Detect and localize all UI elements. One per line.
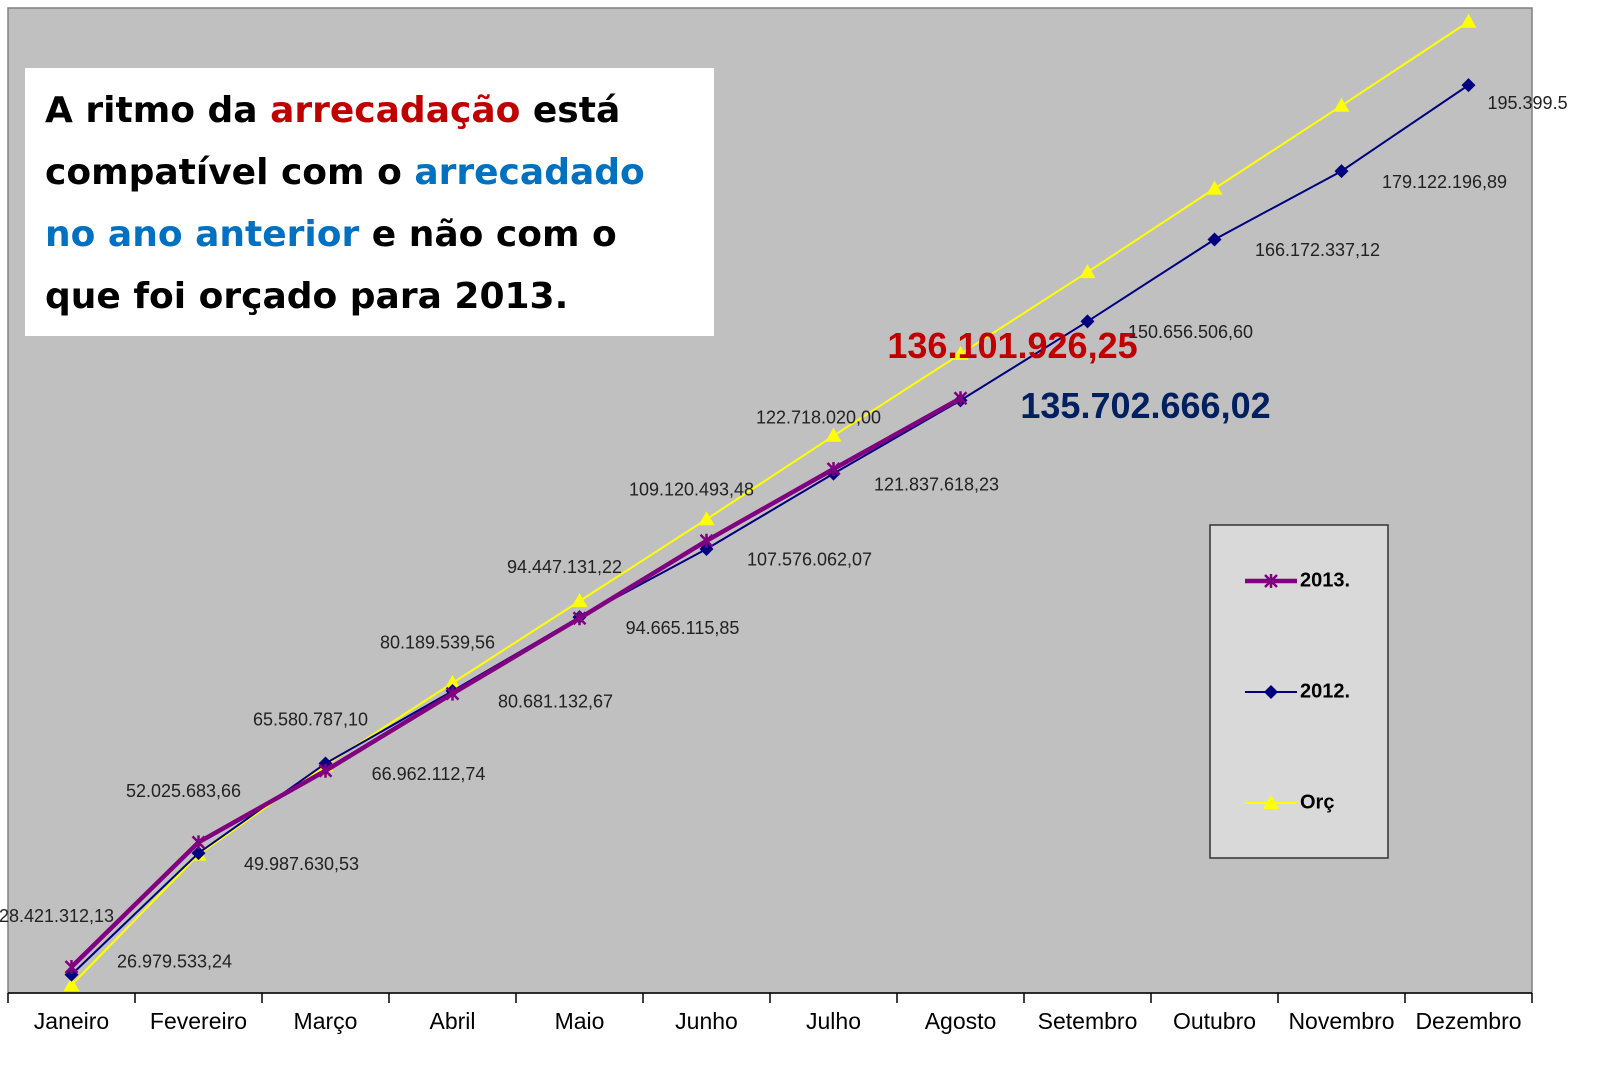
value-label: 65.580.787,10	[253, 710, 368, 730]
marker	[191, 835, 206, 850]
value-label: 135.702.666,02	[1020, 385, 1270, 426]
marker	[1206, 180, 1223, 195]
marker	[1334, 164, 1349, 179]
marker	[698, 511, 715, 526]
annotation-text: no ano anterior	[45, 214, 360, 255]
annotation-text: arrecadação	[270, 90, 521, 131]
value-label: 195.399.5	[1488, 93, 1568, 113]
x-tick-label: Julho	[806, 1008, 861, 1034]
marker	[826, 461, 841, 476]
value-label: 80.681.132,67	[498, 692, 613, 712]
marker	[444, 674, 461, 689]
x-tick-label: Outubro	[1173, 1008, 1256, 1034]
marker	[1207, 232, 1222, 247]
legend-label: 2012.	[1300, 680, 1350, 702]
annotation-text: arrecadado	[414, 152, 645, 193]
marker	[699, 533, 714, 548]
series-line	[70, 84, 1470, 976]
marker	[1080, 314, 1095, 329]
marker	[1461, 78, 1476, 93]
value-label: 94.447.131,22	[507, 557, 622, 577]
value-label: 80.189.539,56	[380, 632, 495, 652]
x-tick-label: Maio	[555, 1008, 605, 1034]
marker	[445, 686, 460, 701]
value-label: 66.962.112,74	[372, 764, 486, 784]
marker	[825, 427, 842, 442]
legend-label: Orç	[1300, 791, 1334, 813]
x-tick-label: Abril	[429, 1008, 475, 1034]
marker	[952, 345, 969, 360]
marker	[63, 977, 80, 992]
annotation-text: que foi orçado para 2013.	[45, 276, 569, 317]
annotation-text: está	[520, 90, 621, 131]
x-tick-label: Março	[294, 1008, 358, 1034]
legend-box	[1209, 524, 1389, 859]
x-tick-label: Setembro	[1038, 1008, 1138, 1034]
marker	[191, 846, 206, 861]
legend-label: 2013.	[1300, 569, 1350, 591]
value-label: 107.576.062,07	[747, 550, 872, 570]
value-label: 52.025.683,66	[126, 781, 241, 801]
marker	[318, 763, 333, 778]
marker	[64, 960, 79, 975]
annotation-text: compatível com o	[45, 152, 415, 193]
value-label: 121.837.618,23	[874, 474, 999, 494]
value-label: 109.120.493,48	[629, 480, 754, 500]
value-label: 179.122.196,89	[1382, 172, 1507, 192]
legend-marker	[1264, 574, 1278, 588]
value-label: 49.987.630,53	[244, 854, 359, 874]
value-label: 136.101.926,25	[887, 325, 1137, 366]
x-tick-label: Dezembro	[1415, 1008, 1521, 1034]
annotation: A ritmo da arrecadação está compatível co…	[25, 68, 714, 336]
annotation-line: compatível com o arrecadado	[45, 142, 714, 204]
annotation-text: A ritmo da	[45, 90, 271, 131]
annotation-line: que foi orçado para 2013.	[45, 266, 714, 328]
marker	[572, 611, 587, 626]
x-tick-label: Agosto	[925, 1008, 997, 1034]
legend-marker	[1264, 685, 1278, 699]
marker	[1460, 13, 1477, 28]
marker	[953, 391, 968, 406]
marker	[1079, 264, 1096, 279]
value-label: 94.665.115,85	[626, 618, 740, 638]
marker	[571, 593, 588, 608]
x-tick-label: Novembro	[1288, 1008, 1394, 1034]
annotation-line: A ritmo da arrecadação está	[45, 80, 714, 142]
series-line	[69, 396, 962, 969]
value-label: 150.656.506,60	[1128, 322, 1253, 342]
legend-marker	[1263, 795, 1279, 809]
marker	[1333, 97, 1350, 112]
annotation-text: e não com o	[359, 214, 617, 255]
x-tick-label: Janeiro	[34, 1008, 109, 1034]
x-tick-label: Junho	[675, 1008, 738, 1034]
annotation-line: no ano anterior e não com o	[45, 204, 714, 266]
value-label: 122.718.020,00	[756, 408, 881, 428]
value-label: 28.421.312,13	[0, 906, 114, 926]
value-label: 26.979.533,24	[117, 951, 232, 971]
x-tick-label: Fevereiro	[150, 1008, 247, 1034]
value-label: 166.172.337,12	[1255, 240, 1380, 260]
